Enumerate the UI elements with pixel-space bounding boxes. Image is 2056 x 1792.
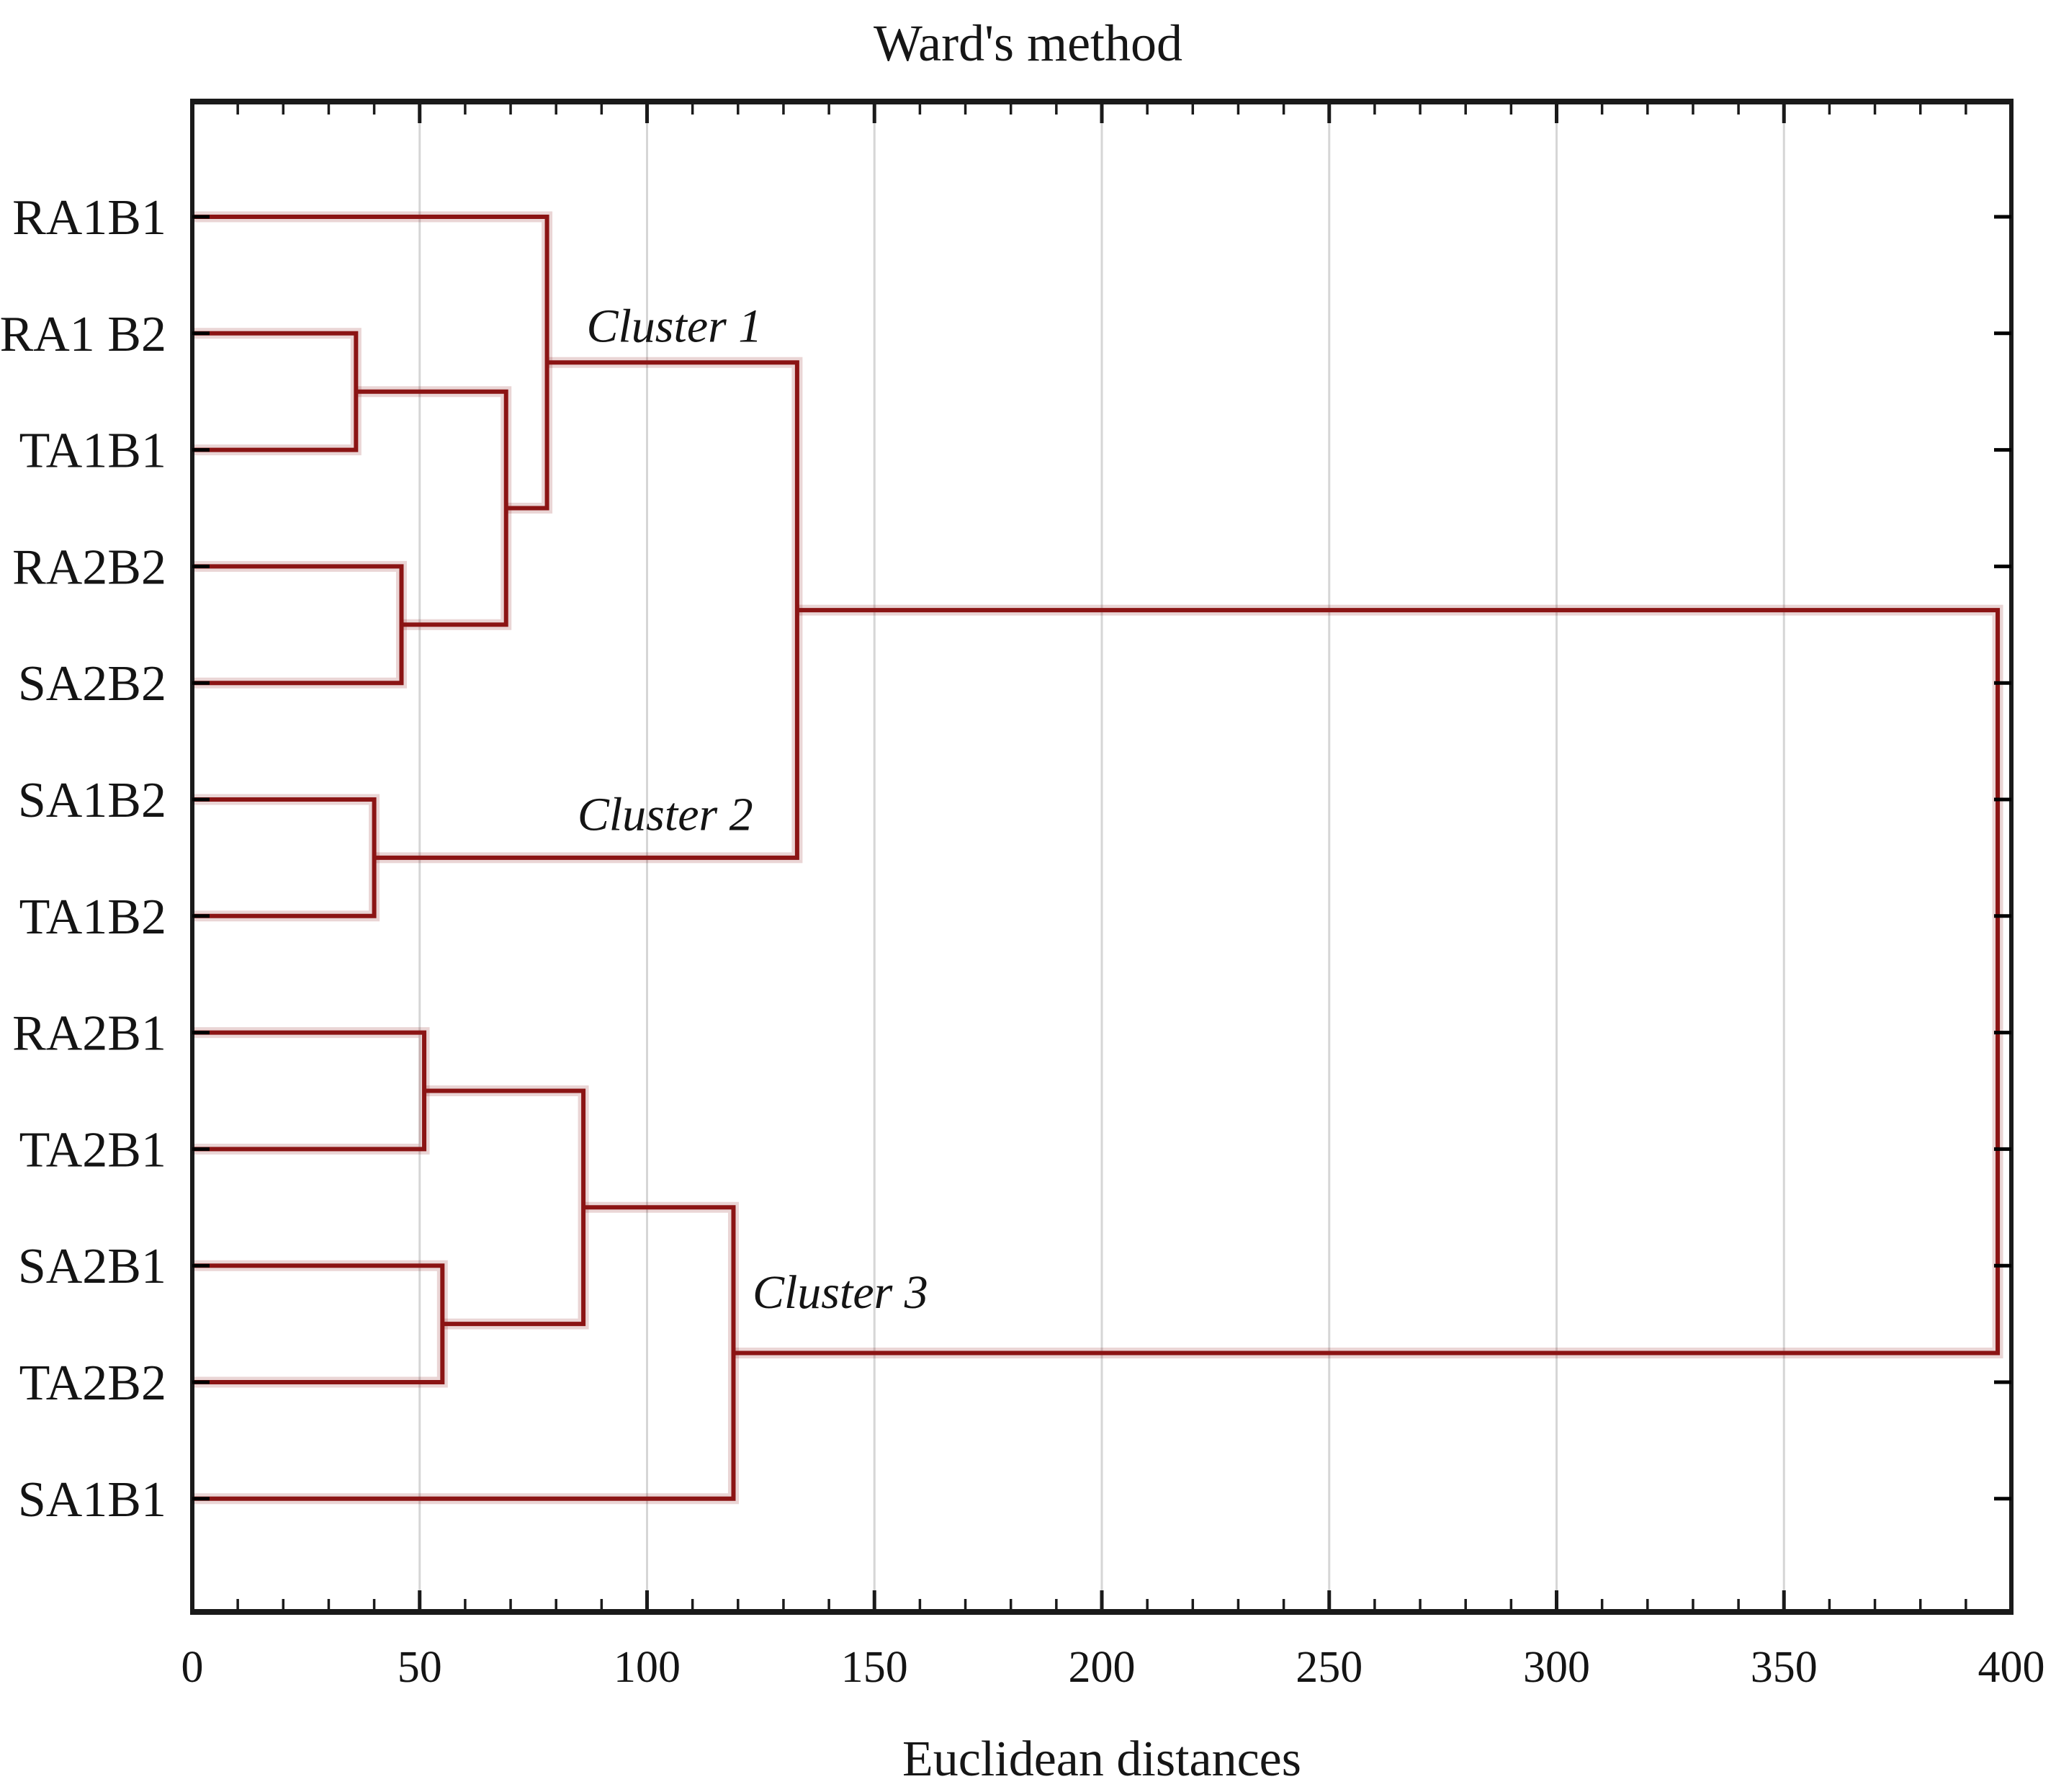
leaf-label-sa1b1: SA1B1 (18, 1472, 166, 1528)
leaf-label-sa2b1: SA2B1 (18, 1239, 166, 1294)
dendrogram-link-9 (192, 1205, 736, 1501)
dendrogram-link-halo-4 (192, 794, 380, 922)
dendrogram-link-halo-2 (356, 386, 512, 630)
leaf-label-ta1b2: TA1B2 (19, 890, 166, 945)
x-tick-label-100: 100 (614, 1643, 681, 1692)
dendrogram-link-4 (192, 797, 377, 918)
leaf-label-ta2b2: TA2B2 (19, 1356, 166, 1411)
dendrogram-link-5 (374, 360, 799, 860)
leaf-label-ra2b2: RA2B2 (12, 539, 166, 595)
dendrogram-link-halo-7 (192, 1260, 448, 1388)
leaf-label-sa1b2: SA1B2 (18, 773, 166, 828)
x-tick-label-400: 400 (1978, 1643, 2045, 1692)
dendrogram-link-1 (192, 564, 404, 686)
cluster-annotation-2: Cluster 2 (578, 788, 753, 841)
leaf-label-ta1b1: TA1B1 (19, 424, 166, 479)
leaf-label-ta2b1: TA2B1 (19, 1122, 166, 1178)
dendrogram-link-halo-5 (374, 357, 803, 864)
dendrogram-link-0 (192, 331, 359, 452)
x-tick-label-150: 150 (841, 1643, 908, 1692)
dendrogram-link-10 (733, 608, 2001, 1356)
x-tick-label-0: 0 (181, 1643, 204, 1692)
x-tick-label-200: 200 (1069, 1643, 1136, 1692)
dendrogram-link-6 (192, 1030, 427, 1152)
leaf-label-ra1-b2: RA1 B2 (0, 307, 166, 362)
dendrogram-link-3 (192, 215, 549, 511)
dendrogram-link-2 (356, 389, 508, 627)
leaf-label-sa2b2: SA2B2 (18, 656, 166, 712)
dendrogram-link-7 (192, 1263, 445, 1384)
cluster-annotation-3: Cluster 3 (753, 1266, 928, 1319)
x-axis-label: Euclidean distances (902, 1731, 1301, 1787)
x-tick-label-300: 300 (1523, 1643, 1590, 1692)
dendrogram-link-halo-9 (192, 1201, 739, 1505)
x-tick-label-250: 250 (1296, 1643, 1363, 1692)
chart-title: Ward's method (873, 14, 1183, 72)
dendrogram-link-halo-0 (192, 328, 362, 456)
leaf-label-ra1b1: RA1B1 (12, 190, 166, 246)
dendrogram-link-halo-6 (192, 1027, 430, 1155)
x-tick-label-350: 350 (1751, 1643, 1818, 1692)
leaf-label-ra2b1: RA2B1 (12, 1006, 166, 1062)
dendrogram-link-8 (424, 1088, 586, 1327)
dendrogram-link-halo-8 (424, 1085, 589, 1330)
dendrogram-link-halo-10 (733, 604, 2003, 1359)
cluster-annotation-1: Cluster 1 (586, 300, 762, 352)
dendrogram-link-halo-3 (192, 211, 553, 514)
dendrogram-link-halo-1 (192, 560, 407, 689)
x-tick-label-50: 50 (398, 1643, 442, 1692)
